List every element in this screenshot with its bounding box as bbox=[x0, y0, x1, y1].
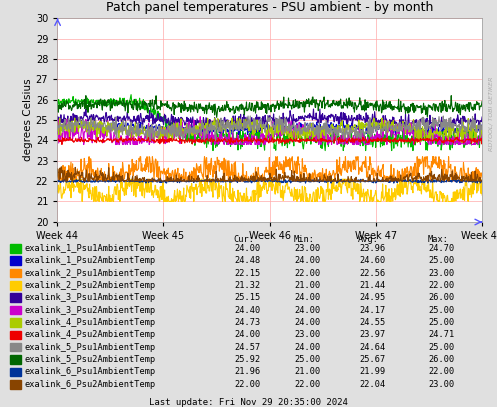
Text: 22.04: 22.04 bbox=[359, 380, 385, 389]
Text: 24.00: 24.00 bbox=[294, 306, 321, 315]
Text: exalink_5_Psu2AmbientTemp: exalink_5_Psu2AmbientTemp bbox=[25, 355, 156, 364]
Text: exalink_1_Psu1AmbientTemp: exalink_1_Psu1AmbientTemp bbox=[25, 244, 156, 253]
Text: 24.00: 24.00 bbox=[235, 330, 261, 339]
Text: exalink_3_Psu2AmbientTemp: exalink_3_Psu2AmbientTemp bbox=[25, 306, 156, 315]
Text: 24.00: 24.00 bbox=[235, 244, 261, 253]
Text: 24.00: 24.00 bbox=[294, 343, 321, 352]
Text: 24.71: 24.71 bbox=[428, 330, 455, 339]
Text: 24.60: 24.60 bbox=[359, 256, 385, 265]
FancyBboxPatch shape bbox=[10, 244, 21, 253]
Text: 25.00: 25.00 bbox=[428, 343, 455, 352]
FancyBboxPatch shape bbox=[10, 293, 21, 302]
Text: 25.67: 25.67 bbox=[359, 355, 385, 364]
Text: RDTOOL/ TOBI OETIKER: RDTOOL/ TOBI OETIKER bbox=[489, 77, 494, 151]
Text: 21.99: 21.99 bbox=[359, 368, 385, 376]
Text: 24.17: 24.17 bbox=[359, 306, 385, 315]
Text: 26.00: 26.00 bbox=[428, 355, 455, 364]
Text: 24.64: 24.64 bbox=[359, 343, 385, 352]
Y-axis label: degrees Celsius: degrees Celsius bbox=[23, 79, 33, 162]
Text: Min:: Min: bbox=[293, 235, 314, 244]
Text: exalink_6_Psu1AmbientTemp: exalink_6_Psu1AmbientTemp bbox=[25, 368, 156, 376]
Text: exalink_2_Psu2AmbientTemp: exalink_2_Psu2AmbientTemp bbox=[25, 281, 156, 290]
Text: 24.55: 24.55 bbox=[359, 318, 385, 327]
Text: 26.00: 26.00 bbox=[428, 293, 455, 302]
Text: 23.00: 23.00 bbox=[428, 380, 455, 389]
Text: 21.96: 21.96 bbox=[235, 368, 261, 376]
Text: 24.70: 24.70 bbox=[428, 244, 455, 253]
Text: 22.00: 22.00 bbox=[294, 269, 321, 278]
FancyBboxPatch shape bbox=[10, 269, 21, 277]
Text: 21.32: 21.32 bbox=[235, 281, 261, 290]
FancyBboxPatch shape bbox=[10, 318, 21, 327]
Text: 22.00: 22.00 bbox=[294, 380, 321, 389]
Text: 22.00: 22.00 bbox=[235, 380, 261, 389]
FancyBboxPatch shape bbox=[10, 380, 21, 389]
Text: 23.96: 23.96 bbox=[359, 244, 385, 253]
Text: 22.00: 22.00 bbox=[428, 368, 455, 376]
Text: 25.00: 25.00 bbox=[428, 306, 455, 315]
Text: 24.00: 24.00 bbox=[294, 318, 321, 327]
Text: exalink_4_Psu1AmbientTemp: exalink_4_Psu1AmbientTemp bbox=[25, 318, 156, 327]
FancyBboxPatch shape bbox=[10, 343, 21, 352]
Text: exalink_3_Psu1AmbientTemp: exalink_3_Psu1AmbientTemp bbox=[25, 293, 156, 302]
Text: Max:: Max: bbox=[427, 235, 448, 244]
Text: exalink_4_Psu2AmbientTemp: exalink_4_Psu2AmbientTemp bbox=[25, 330, 156, 339]
Text: 25.92: 25.92 bbox=[235, 355, 261, 364]
FancyBboxPatch shape bbox=[10, 368, 21, 376]
FancyBboxPatch shape bbox=[10, 330, 21, 339]
FancyBboxPatch shape bbox=[10, 355, 21, 364]
Text: 22.00: 22.00 bbox=[428, 281, 455, 290]
Text: 23.00: 23.00 bbox=[428, 269, 455, 278]
FancyBboxPatch shape bbox=[10, 256, 21, 265]
Text: 24.40: 24.40 bbox=[235, 306, 261, 315]
Text: 24.00: 24.00 bbox=[294, 293, 321, 302]
Text: 25.00: 25.00 bbox=[294, 355, 321, 364]
Text: 22.15: 22.15 bbox=[235, 269, 261, 278]
Title: Patch panel temperatures - PSU ambient - by month: Patch panel temperatures - PSU ambient -… bbox=[106, 1, 433, 14]
FancyBboxPatch shape bbox=[10, 306, 21, 315]
FancyBboxPatch shape bbox=[10, 281, 21, 290]
Text: 21.00: 21.00 bbox=[294, 368, 321, 376]
Text: 24.73: 24.73 bbox=[235, 318, 261, 327]
Text: Cur:: Cur: bbox=[234, 235, 254, 244]
Text: exalink_5_Psu1AmbientTemp: exalink_5_Psu1AmbientTemp bbox=[25, 343, 156, 352]
Text: 21.00: 21.00 bbox=[294, 281, 321, 290]
Text: 25.15: 25.15 bbox=[235, 293, 261, 302]
Text: exalink_1_Psu2AmbientTemp: exalink_1_Psu2AmbientTemp bbox=[25, 256, 156, 265]
Text: 24.00: 24.00 bbox=[294, 256, 321, 265]
Text: 24.48: 24.48 bbox=[235, 256, 261, 265]
Text: 21.44: 21.44 bbox=[359, 281, 385, 290]
Text: 25.00: 25.00 bbox=[428, 256, 455, 265]
Text: 23.00: 23.00 bbox=[294, 330, 321, 339]
Text: 24.95: 24.95 bbox=[359, 293, 385, 302]
Text: 23.97: 23.97 bbox=[359, 330, 385, 339]
Text: exalink_6_Psu2AmbientTemp: exalink_6_Psu2AmbientTemp bbox=[25, 380, 156, 389]
Text: 22.56: 22.56 bbox=[359, 269, 385, 278]
Text: Avg:: Avg: bbox=[358, 235, 379, 244]
Text: 25.00: 25.00 bbox=[428, 318, 455, 327]
Text: Last update: Fri Nov 29 20:35:00 2024: Last update: Fri Nov 29 20:35:00 2024 bbox=[149, 398, 348, 407]
Text: exalink_2_Psu1AmbientTemp: exalink_2_Psu1AmbientTemp bbox=[25, 269, 156, 278]
Text: 23.00: 23.00 bbox=[294, 244, 321, 253]
Text: 24.57: 24.57 bbox=[235, 343, 261, 352]
